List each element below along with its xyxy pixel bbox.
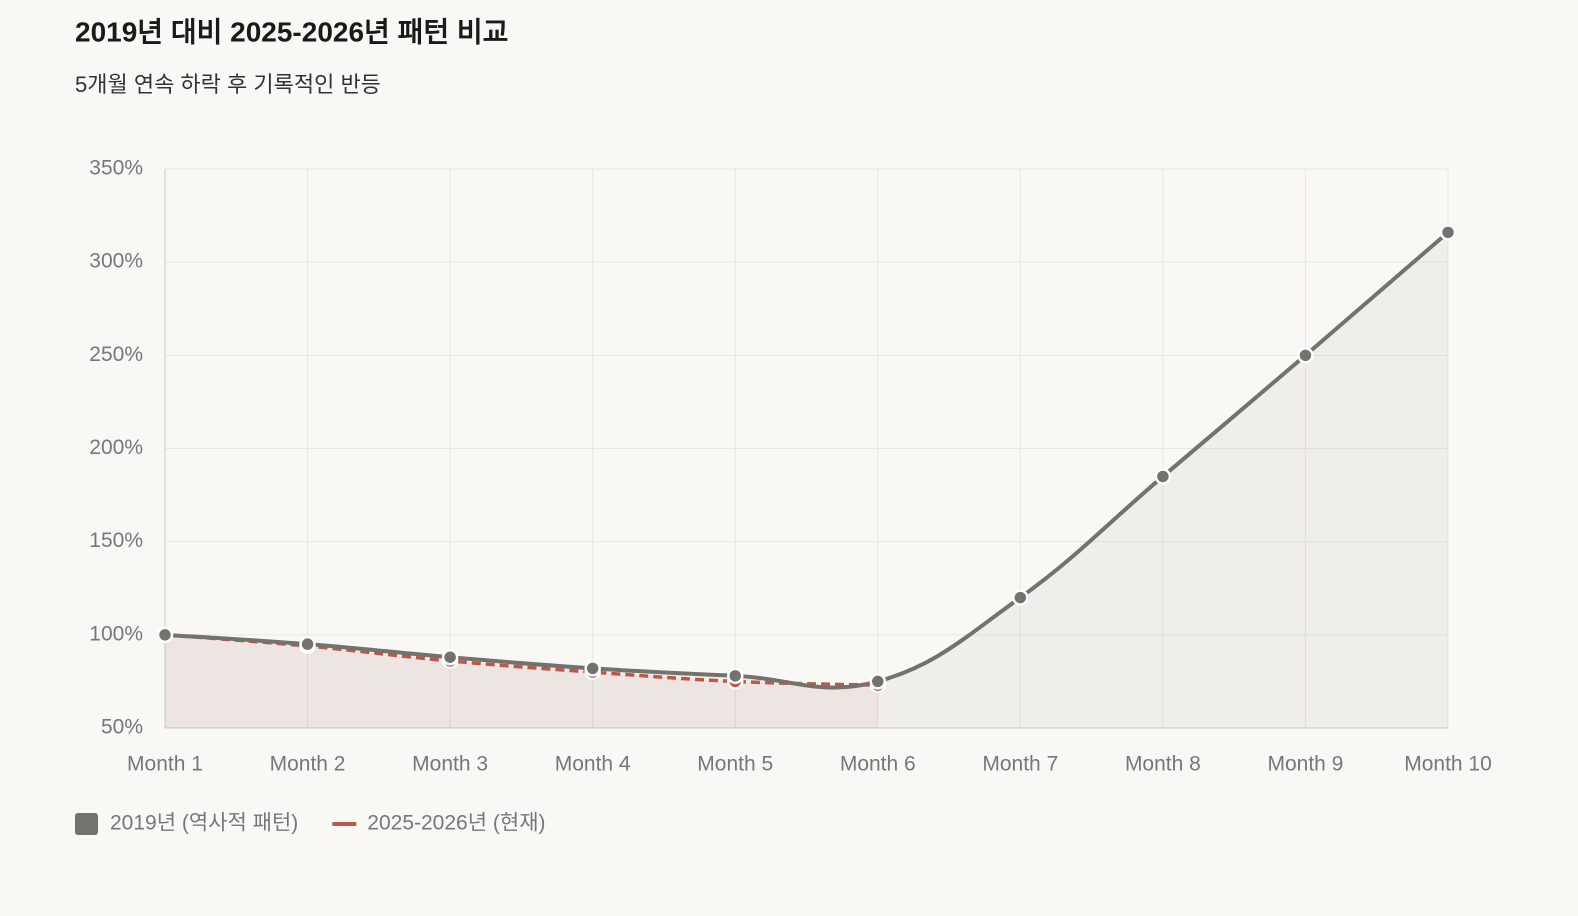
data-point <box>441 648 459 666</box>
data-point <box>1154 468 1172 485</box>
chart-title: 2019년 대비 2025-2026년 패턴 비교 <box>75 16 508 47</box>
legend-label: 2019년 (역사적 패턴) <box>110 812 298 835</box>
x-tick-label: Month 4 <box>555 753 631 776</box>
data-point <box>299 635 316 653</box>
x-tick-label: Month 10 <box>1404 753 1492 776</box>
data-point <box>726 667 744 685</box>
series-line <box>164 633 878 687</box>
y-tick-label: 200% <box>89 436 143 459</box>
data-point <box>1297 347 1314 364</box>
y-tick-label: 100% <box>89 622 143 645</box>
data-point <box>584 660 601 677</box>
x-tick-label: Month 3 <box>412 753 488 776</box>
x-tick-label: Month 1 <box>127 753 203 776</box>
x-tick-label: Month 8 <box>1125 753 1201 776</box>
data-point <box>156 626 174 644</box>
series-area <box>165 634 878 728</box>
legend-label: 2025-2026년 (현재) <box>367 812 545 835</box>
series-line <box>164 230 1450 690</box>
data-point <box>869 673 887 690</box>
data-point <box>1012 589 1029 606</box>
series-area <box>165 232 1448 728</box>
y-tick-label: 300% <box>89 250 143 273</box>
y-tick-label: 50% <box>101 716 143 739</box>
x-tick-label: Month 9 <box>1267 753 1343 776</box>
chart-subtitle: 5개월 연속 하락 후 기록적인 반등 <box>75 72 381 97</box>
y-tick-label: 150% <box>89 529 143 552</box>
y-tick-label: 350% <box>89 157 143 180</box>
legend-swatch <box>75 813 98 835</box>
x-tick-label: Month 5 <box>697 753 773 776</box>
y-tick-label: 250% <box>89 343 143 366</box>
x-tick-label: Month 6 <box>840 753 916 776</box>
x-tick-label: Month 2 <box>270 753 346 776</box>
data-point <box>1439 224 1457 241</box>
x-tick-label: Month 7 <box>982 753 1058 776</box>
